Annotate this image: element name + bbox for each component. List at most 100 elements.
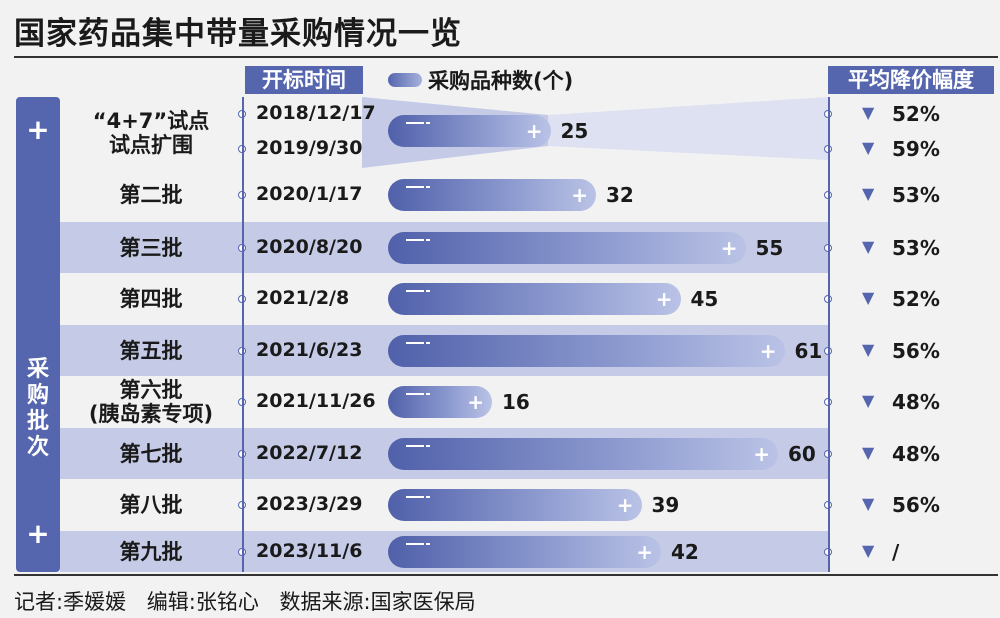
reduction-value: 52%: [892, 287, 940, 311]
legend-swatch: [388, 73, 422, 87]
bar-highlight: [406, 444, 424, 447]
arrow-down-icon: ▼: [862, 184, 875, 203]
bar-value-label: 42: [671, 539, 699, 564]
plus-icon: +: [571, 183, 588, 207]
batch-label-line: 第九批: [119, 539, 183, 564]
bar-highlight: [426, 496, 430, 498]
batch-label-line: 第八批: [119, 493, 183, 517]
bar-highlight: [426, 393, 430, 395]
batch-label: 第九批: [62, 540, 240, 564]
bar-mark: +: [388, 489, 642, 521]
batch-label: 第三批: [62, 236, 240, 260]
arrow-down-icon: ▼: [862, 391, 875, 410]
arrow-down-icon: ▼: [862, 236, 875, 256]
bar-highlight: [406, 341, 424, 344]
plus-icon: +: [26, 517, 50, 550]
footer-credits: 记者:季媛媛 编辑:张铭心 数据来源:国家医保局: [14, 590, 476, 614]
bar-mark: +: [388, 283, 681, 315]
reduction-value: /: [892, 539, 900, 564]
bar-highlight: [426, 290, 430, 292]
bar-mark: +: [388, 386, 492, 418]
bar-value-label: 45: [690, 287, 719, 311]
plus-icon: +: [655, 287, 673, 311]
date-label: 2018/12/17: [256, 102, 376, 124]
date-label: 2019/9/30: [256, 137, 363, 159]
reduction-value: 56%: [892, 338, 940, 363]
bar-highlight: [426, 238, 430, 241]
bar-mark: +: [388, 437, 778, 470]
bar-value-label: 55: [755, 235, 784, 260]
bar-value-label: 25: [560, 119, 589, 143]
date-label: 2021/11/26: [256, 390, 376, 412]
arrow-down-icon: ▼: [862, 494, 875, 513]
date-label: 2020/1/17: [256, 183, 363, 205]
bar-value-label: 39: [651, 493, 680, 517]
plus-icon: +: [753, 441, 770, 466]
footer-rule: [14, 574, 998, 576]
bar-highlight: [406, 542, 424, 545]
arrow-down-icon: ▼: [862, 103, 875, 122]
batch-label-line: 第六批: [119, 378, 183, 402]
header-count: 采购品种数(个): [428, 69, 574, 93]
reduction-value: 53%: [892, 183, 940, 207]
header-date: 开标时间: [245, 66, 363, 94]
bar-mark: +: [388, 535, 661, 568]
date-axis-line: [242, 97, 244, 572]
arrow-down-icon: ▼: [862, 442, 875, 462]
batch-label: 第七批: [62, 442, 240, 466]
date-label: 2021/6/23: [256, 338, 363, 361]
reduction-value: 48%: [892, 390, 940, 414]
page-title: 国家药品集中带量采购情况一览: [14, 16, 462, 52]
reduction-value: 52%: [892, 102, 940, 126]
right-funnel: [548, 97, 828, 160]
batch-label-line: 第五批: [119, 338, 183, 363]
bar-highlight: [406, 186, 424, 188]
plus-icon: +: [759, 338, 777, 363]
reduction-value: 59%: [892, 137, 940, 161]
plus-icon: +: [26, 113, 50, 146]
batch-label-line: (胰岛素专项): [88, 402, 214, 426]
reduction-axis-line: [828, 97, 830, 572]
batch-side-bar: + 采购批次 +: [16, 97, 60, 572]
arrow-down-icon: ▼: [862, 339, 875, 359]
bar-highlight: [426, 122, 430, 124]
plus-icon: +: [467, 390, 484, 414]
plus-icon: +: [720, 235, 738, 260]
bar-highlight: [426, 341, 430, 344]
bar-highlight: [406, 122, 424, 124]
bar-highlight: [426, 444, 430, 447]
bar-value-label: 61: [794, 338, 823, 363]
batch-label-line: 第四批: [119, 287, 183, 311]
title-rule: [14, 56, 998, 58]
bar-highlight: [406, 290, 424, 292]
batch-label-line: 第七批: [119, 441, 183, 466]
batch-label-line: 第三批: [119, 235, 183, 260]
arrow-down-icon: ▼: [862, 288, 875, 307]
date-label: 2020/8/20: [256, 235, 363, 258]
bar-mark: +: [388, 179, 596, 211]
side-label: 采购批次: [26, 357, 49, 460]
header-reduction: 平均降价幅度: [828, 66, 994, 94]
plus-icon: +: [636, 539, 653, 564]
bar-highlight: [426, 542, 430, 545]
batch-label: “4+7”试点 试点扩围: [62, 109, 240, 157]
bar-value-label: 60: [788, 441, 816, 466]
bar-mark: +: [388, 334, 785, 367]
plus-icon: +: [525, 119, 543, 143]
arrow-down-icon: ▼: [862, 138, 875, 157]
reduction-value: 53%: [892, 235, 940, 260]
date-label: 2023/3/29: [256, 493, 363, 515]
batch-label: 第四批: [62, 287, 240, 311]
arrow-down-icon: ▼: [862, 540, 875, 560]
batch-label: 第八批: [62, 493, 240, 517]
bar-highlight: [406, 496, 424, 498]
bar-highlight: [406, 238, 424, 241]
batch-label: 第二批: [62, 183, 240, 207]
legend: 采购品种数(个): [388, 66, 573, 94]
batch-label-line: 试点扩围: [109, 132, 193, 157]
bar-value-label: 32: [606, 183, 634, 207]
reduction-value: 48%: [892, 441, 940, 466]
bar-highlight: [426, 186, 430, 188]
bar-mark: +: [388, 231, 746, 264]
date-label: 2022/7/12: [256, 441, 363, 464]
